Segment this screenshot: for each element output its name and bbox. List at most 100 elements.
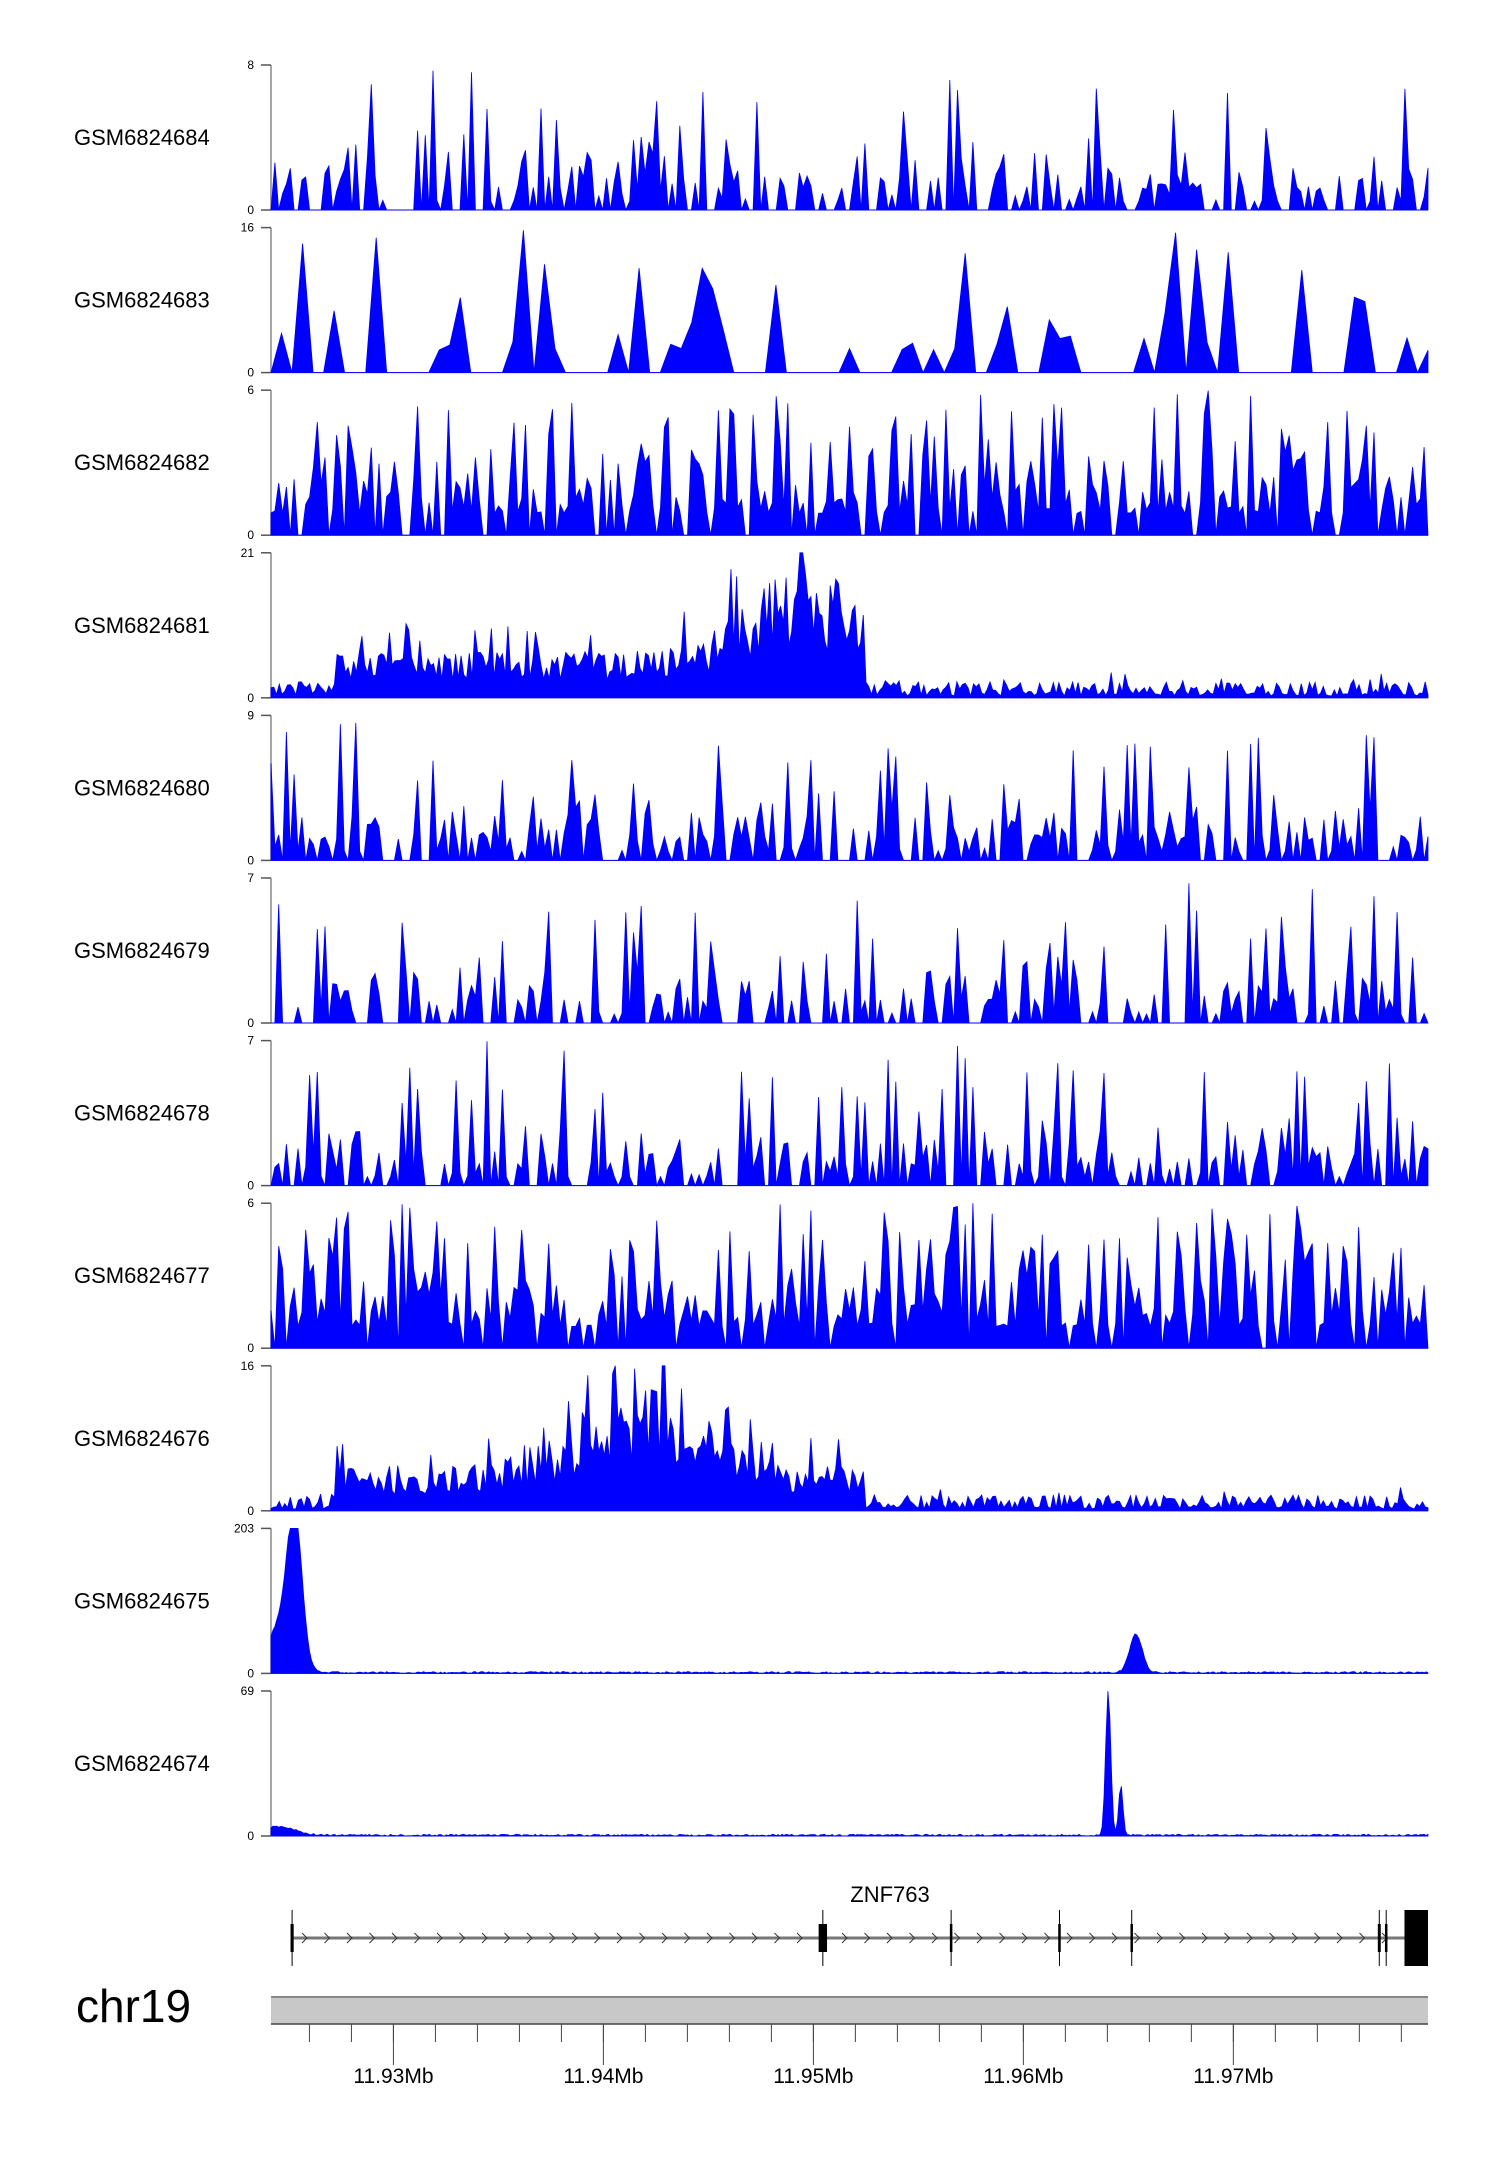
chromosome-label: chr19 (76, 1980, 191, 2032)
track-label: GSM6824680 (74, 775, 210, 800)
strand-arrow-icon (594, 1932, 601, 1944)
exon (1404, 1910, 1428, 1966)
gene-name-label: ZNF763 (850, 1882, 929, 1907)
track-GSM6824680: GSM6824680 9 0 (74, 708, 1429, 867)
track-GSM6824679: GSM6824679 7 0 (74, 871, 1429, 1030)
track-label: GSM6824675 (74, 1588, 210, 1613)
y-axis-max-label: 16 (241, 1359, 255, 1373)
track-label: GSM6824674 (74, 1751, 210, 1776)
strand-arrow-icon (369, 1932, 376, 1944)
signal-area (271, 883, 1429, 1025)
signal-area (270, 1203, 1429, 1349)
track-label: GSM6824683 (74, 288, 210, 313)
y-axis-max-label: 7 (247, 1034, 254, 1048)
track-GSM6824675: GSM6824675 203 0 (74, 1521, 1429, 1680)
strand-arrow-icon (661, 1932, 668, 1944)
y-axis-max-label: 203 (234, 1521, 254, 1535)
strand-arrow-icon (729, 1932, 736, 1944)
exon (1377, 1924, 1381, 1952)
strand-arrow-icon (1111, 1932, 1118, 1944)
strand-arrow-icon (549, 1932, 556, 1944)
strand-arrow-icon (414, 1932, 421, 1944)
strand-arrow-icon (391, 1932, 398, 1944)
strand-arrow-icon (1066, 1932, 1073, 1944)
y-axis-max-label: 8 (247, 58, 254, 72)
signal-area (270, 1041, 1429, 1188)
strand-arrow-icon (1224, 1932, 1231, 1944)
strand-arrow-icon (1179, 1932, 1186, 1944)
y-axis-min-label: 0 (247, 1179, 254, 1193)
track-GSM6824683: GSM6824683 16 0 (74, 221, 1429, 380)
track-label: GSM6824684 (74, 125, 210, 150)
strand-arrow-icon (1201, 1932, 1208, 1944)
strand-arrow-icon (571, 1932, 578, 1944)
signal-area (270, 1528, 1429, 1674)
y-axis-min-label: 0 (247, 1504, 254, 1518)
strand-arrow-icon (886, 1932, 893, 1944)
signal-area (270, 552, 1429, 699)
y-axis-min-label: 0 (247, 691, 254, 705)
exon (1130, 1924, 1133, 1952)
y-axis-max-label: 6 (247, 1196, 254, 1210)
strand-arrow-icon (616, 1932, 623, 1944)
track-GSM6824674: GSM6824674 69 0 (74, 1684, 1429, 1843)
x-tick-label: 11.94Mb (563, 2065, 643, 2088)
strand-arrow-icon (346, 1932, 353, 1944)
track-GSM6824676: GSM6824676 16 0 (74, 1359, 1429, 1518)
exon (818, 1924, 828, 1952)
y-axis-min-label: 0 (247, 1829, 254, 1843)
strand-arrow-icon (1021, 1932, 1028, 1944)
strand-arrow-icon (976, 1932, 983, 1944)
y-axis-min-label: 0 (247, 366, 254, 380)
signal-tracks: GSM682468480GSM6824683160GSM682468260GSM… (74, 58, 1429, 1843)
x-tick-label: 11.95Mb (773, 2065, 853, 2088)
strand-arrow-icon (909, 1932, 916, 1944)
strand-arrow-icon (481, 1932, 488, 1944)
strand-arrow-icon (1156, 1932, 1163, 1944)
track-label: GSM6824678 (74, 1101, 210, 1126)
track-label: GSM6824676 (74, 1426, 210, 1451)
chromosome-bar (271, 1996, 1428, 2024)
strand-arrow-icon (796, 1932, 803, 1944)
track-GSM6824681: GSM6824681 21 0 (74, 546, 1429, 705)
strand-arrow-icon (684, 1932, 691, 1944)
y-axis-min-label: 0 (247, 203, 254, 217)
strand-arrow-icon (504, 1932, 511, 1944)
x-tick-label: 11.96Mb (983, 2065, 1063, 2088)
exon (949, 1924, 953, 1952)
signal-area (270, 70, 1429, 212)
strand-arrow-icon (459, 1932, 466, 1944)
track-GSM6824684: GSM6824684 8 0 (74, 58, 1429, 217)
gene-track: ZNF763 (290, 1882, 1428, 1966)
y-axis-max-label: 21 (241, 546, 255, 560)
strand-arrow-icon (931, 1932, 938, 1944)
signal-area (270, 1365, 1429, 1512)
genome-axis: chr19 11.93Mb 11.94Mb 11.95Mb 11.96Mb 11.97M… (76, 1980, 1428, 2088)
strand-arrow-icon (436, 1932, 443, 1944)
strand-arrow-icon (1134, 1932, 1141, 1944)
strand-arrow-icon (526, 1932, 533, 1944)
y-axis-max-label: 7 (247, 871, 254, 885)
signal-area (270, 230, 1429, 374)
track-GSM6824677: GSM6824677 6 0 (74, 1196, 1429, 1355)
strand-arrow-icon (774, 1932, 781, 1944)
track-GSM6824678: GSM6824678 7 0 (74, 1034, 1429, 1193)
exon (290, 1924, 294, 1952)
strand-arrow-icon (1291, 1932, 1298, 1944)
exon (1384, 1924, 1388, 1952)
track-label: GSM6824682 (74, 450, 210, 475)
x-tick-label: 11.97Mb (1193, 2065, 1273, 2088)
strand-arrow-icon (841, 1932, 848, 1944)
strand-arrow-icon (324, 1932, 331, 1944)
strand-arrow-icon (301, 1932, 308, 1944)
x-tick-label: 11.93Mb (353, 2065, 433, 2088)
y-axis-min-label: 0 (247, 1666, 254, 1680)
y-axis-max-label: 9 (247, 708, 254, 722)
track-label: GSM6824681 (74, 613, 210, 638)
strand-arrow-icon (1269, 1932, 1276, 1944)
strand-arrow-icon (1044, 1932, 1051, 1944)
y-axis-max-label: 6 (247, 383, 254, 397)
strand-arrow-icon (639, 1932, 646, 1944)
y-axis-min-label: 0 (247, 1016, 254, 1030)
